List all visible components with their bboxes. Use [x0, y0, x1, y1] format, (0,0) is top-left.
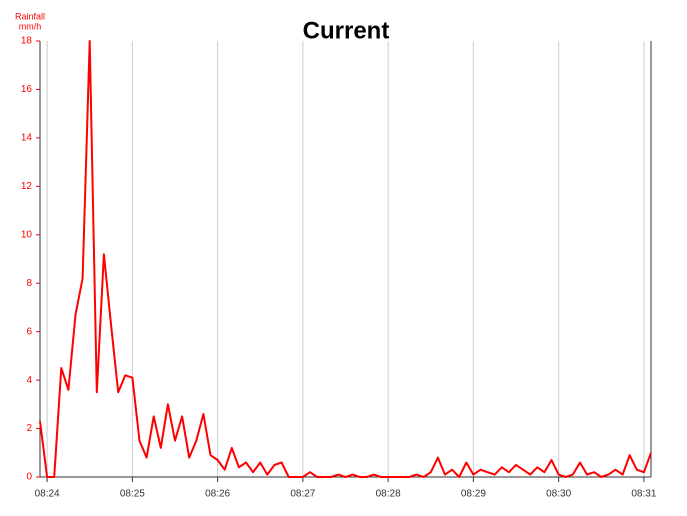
y-tick-label: 8: [26, 278, 32, 289]
y-tick-label: 4: [26, 375, 32, 386]
y-tick-label: 12: [21, 181, 33, 192]
x-tick-label: 08:30: [546, 489, 571, 500]
x-tick-label: 08:24: [35, 489, 60, 500]
chart-title: Current: [303, 17, 390, 44]
y-tick-label: 0: [26, 472, 32, 483]
y-tick-label: 10: [21, 229, 33, 240]
data-line: [39, 40, 652, 478]
y-axis-label: mm/h: [19, 21, 42, 31]
y-tick-label: 18: [21, 36, 33, 47]
y-tick-label: 6: [26, 326, 32, 337]
x-tick-label: 08:31: [631, 489, 656, 500]
x-tick-label: 08:28: [376, 489, 401, 500]
y-axis-label: Rainfall: [15, 11, 45, 21]
y-tick-label: 16: [21, 84, 33, 95]
x-tick-label: 08:25: [120, 489, 145, 500]
y-tick-label: 2: [26, 423, 32, 434]
y-tick-label: 14: [21, 133, 33, 144]
x-tick-label: 08:27: [290, 489, 315, 500]
x-tick-label: 08:29: [461, 489, 486, 500]
x-tick-label: 08:26: [205, 489, 230, 500]
